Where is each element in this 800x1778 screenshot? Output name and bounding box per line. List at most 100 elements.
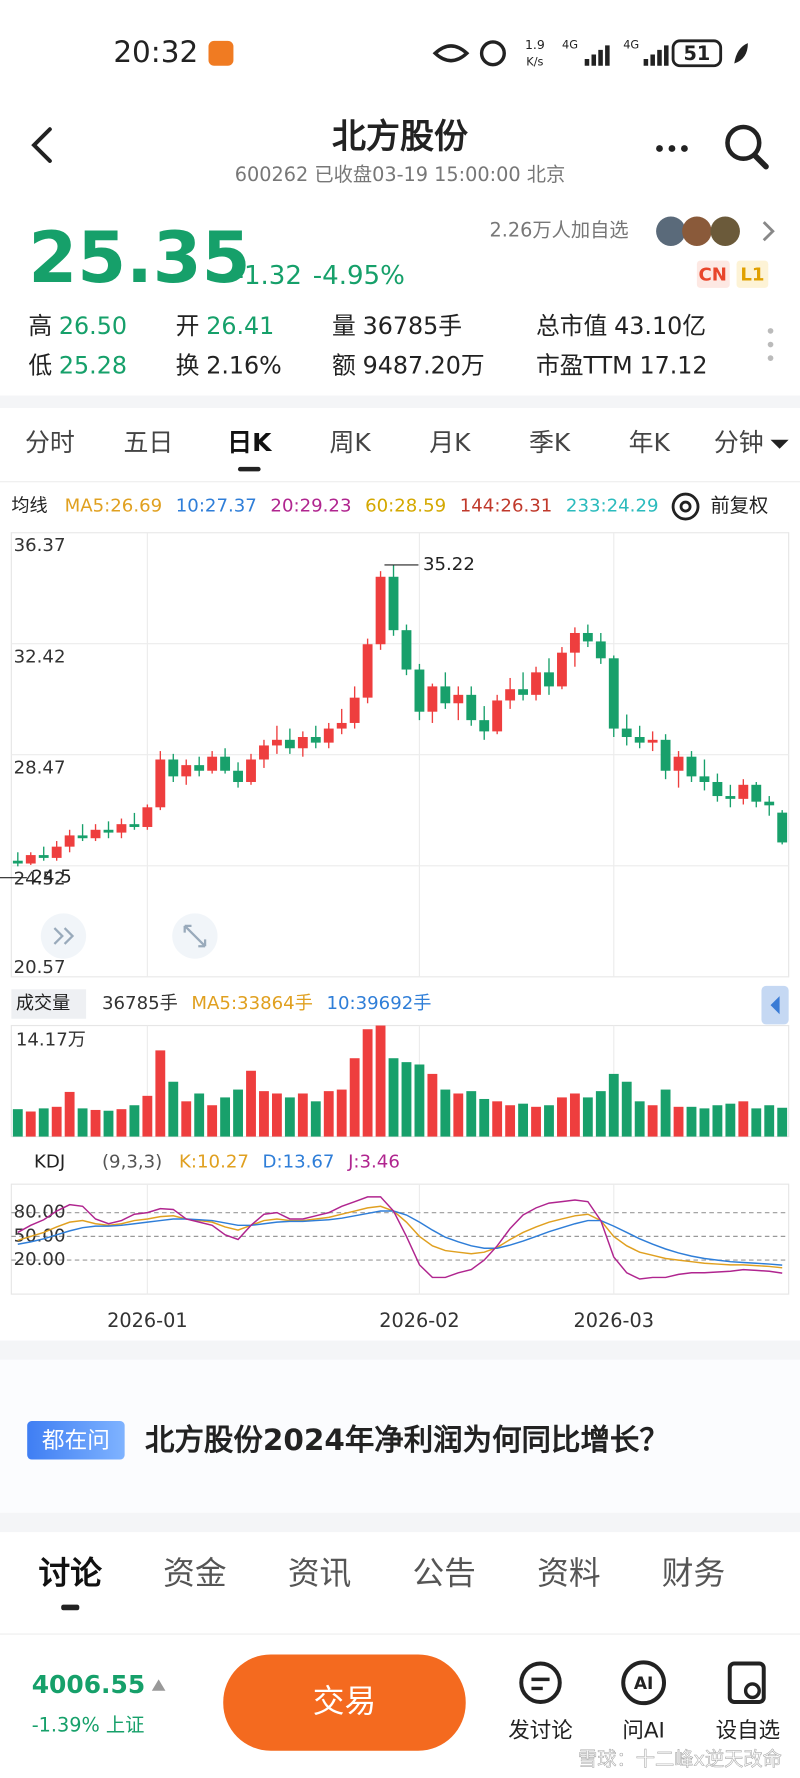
candle-body (246, 759, 256, 782)
ai-icon[interactable]: AI (621, 1660, 667, 1706)
volume-bar (401, 1062, 412, 1137)
section-tab[interactable]: 资讯 (288, 1556, 351, 1592)
candle-body (116, 824, 127, 833)
candle-body (362, 644, 373, 698)
legend-entry: 233:24.29 (566, 496, 659, 517)
stat-label: 高 (28, 312, 52, 340)
action-label[interactable]: 设自选 (716, 1718, 781, 1743)
dropdown-arrow[interactable] (770, 439, 789, 449)
period-tab[interactable]: 季K (529, 428, 571, 457)
candle-body (699, 776, 710, 782)
badge (736, 260, 769, 288)
section-tab[interactable]: 财务 (662, 1556, 725, 1592)
volume-bar (673, 1106, 684, 1137)
period-tab[interactable]: 分钟 (714, 428, 764, 457)
question-text[interactable]: 北方股份2024年净利润为何同比增长？ (145, 1423, 669, 1457)
adjust-mode[interactable]: 前复权 (710, 494, 768, 517)
trade-button[interactable] (223, 1654, 466, 1751)
y-tick-label: 14.17万 (16, 1029, 86, 1050)
volume-bar (518, 1103, 529, 1137)
section-tab[interactable]: 讨论 (39, 1556, 103, 1592)
candle-body (673, 756, 684, 771)
section-tab[interactable]: 资料 (537, 1556, 600, 1592)
stat-value: 36785手 (363, 312, 462, 340)
candle-body (569, 632, 580, 653)
volume-bar (647, 1105, 658, 1137)
candle-body (375, 576, 386, 645)
kdj-line (17, 1196, 783, 1280)
back-button[interactable] (31, 127, 52, 163)
volume-bar (699, 1108, 710, 1137)
legend-entry: J:3.46 (347, 1152, 400, 1173)
more-button[interactable] (656, 145, 688, 152)
adjust-icon[interactable] (671, 492, 700, 521)
candle-body (479, 720, 490, 732)
y-tick-label: 20.57 (14, 957, 66, 978)
candle-body (168, 759, 179, 777)
zoom-buttons[interactable] (40, 913, 218, 959)
section-tab[interactable]: 公告 (412, 1556, 475, 1592)
last-price: 25.35 (28, 217, 250, 299)
volume-bar (544, 1105, 554, 1137)
stats-more[interactable] (767, 328, 774, 361)
period-tab[interactable]: 月K (429, 428, 471, 457)
volume-bar (479, 1098, 490, 1137)
stat-label: 量 (332, 312, 356, 340)
charts: 2026-01 2026-02 2026-03 均线 MA5:26.69 10:27.37… (0, 496, 790, 1332)
stat-value: 25.28 (59, 352, 127, 380)
period-tab[interactable]: 年K (629, 428, 671, 457)
legend-title: 均线 (11, 496, 47, 517)
volume-bar (764, 1105, 775, 1137)
watchers-arrow[interactable] (762, 221, 775, 242)
candle-body (492, 700, 503, 732)
candle-body (129, 824, 140, 827)
net-type: 4G (623, 37, 639, 51)
action-label[interactable]: 发讨论 (508, 1718, 573, 1743)
volume-bar (712, 1105, 723, 1137)
legend-entry: 36785手 (102, 993, 178, 1014)
search-button[interactable] (725, 124, 769, 170)
volume-bar (220, 1097, 231, 1137)
volume-bar (77, 1108, 88, 1137)
candle-body (738, 784, 749, 799)
y-tick-label: 36.37 (14, 535, 66, 556)
candle-body (155, 759, 166, 808)
app-icon (208, 40, 234, 66)
index-change: -1.39% 上证 (32, 1713, 145, 1736)
volume-bar (492, 1101, 503, 1137)
period-tab[interactable]: 周K (330, 428, 372, 457)
legend-entry: 60:28.59 (365, 496, 446, 517)
volume-title-bg (11, 989, 87, 1019)
stat-value: 26.41 (206, 312, 274, 340)
candle-body (751, 784, 762, 802)
y-tick-label: 32.42 (14, 646, 66, 667)
volume-bar (142, 1095, 153, 1137)
candle-body (181, 765, 192, 777)
volume-bar (38, 1108, 49, 1137)
kdj-line (17, 1205, 783, 1269)
discuss-icon[interactable] (519, 1661, 562, 1705)
volume-bar (466, 1091, 477, 1137)
candle-body (466, 694, 477, 721)
question-card[interactable] (0, 1359, 800, 1513)
section-tab[interactable]: 资金 (163, 1556, 226, 1592)
volume-bar (25, 1111, 36, 1137)
x-tick-label: 2026-01 (107, 1309, 187, 1332)
candle-body (401, 630, 412, 670)
action-label[interactable]: 问AI (622, 1718, 665, 1743)
net-speed: 1.9 (525, 37, 545, 52)
legend-entry: MA5:33864手 (191, 993, 312, 1014)
min-label: 24.5 (31, 867, 71, 888)
period-tab[interactable]: 五日 (124, 428, 174, 457)
volume-bar (777, 1107, 788, 1137)
period-tab[interactable]: 日K (227, 428, 273, 457)
candle-body (90, 829, 101, 839)
period-tab[interactable]: 分时 (25, 428, 75, 457)
tab-indicator (61, 1604, 80, 1611)
candle-body (77, 835, 88, 839)
volume-bar (64, 1091, 75, 1137)
watchlist-icon[interactable] (727, 1661, 766, 1705)
price-change: -1.32 (235, 261, 302, 291)
candle-body (712, 781, 723, 797)
net-unit: K/s (526, 54, 543, 68)
